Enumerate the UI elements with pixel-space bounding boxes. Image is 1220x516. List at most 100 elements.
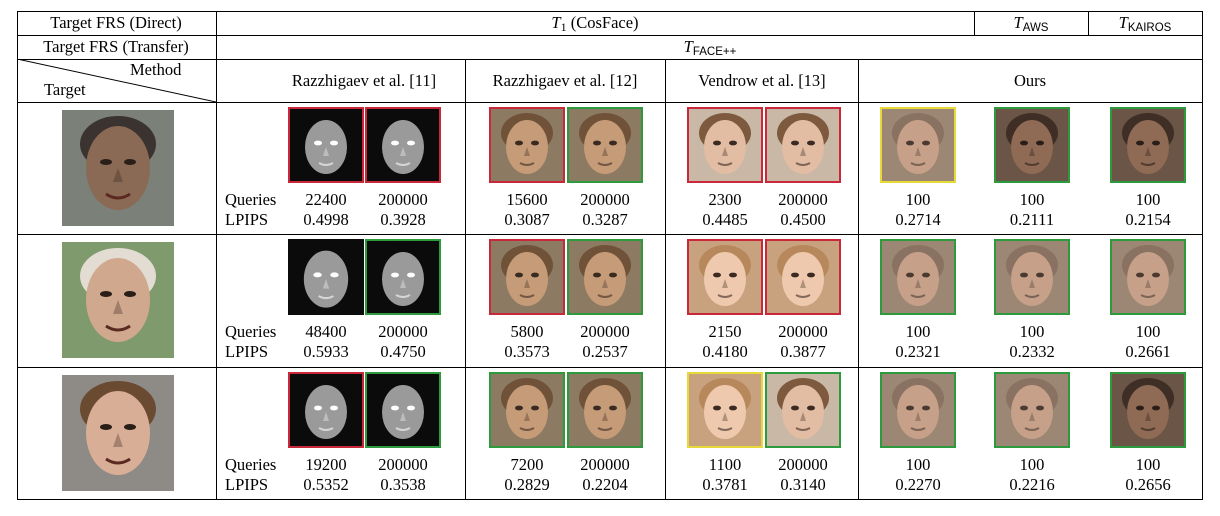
lpips-value: 0.3087 — [504, 210, 550, 229]
header-t1-cosface: T1 (CosFace) — [551, 14, 638, 36]
target-face-icon — [62, 242, 174, 358]
queries-value: 200000 — [580, 455, 630, 474]
rule-left — [17, 11, 18, 500]
queries-value: 200000 — [378, 190, 428, 209]
reconstructed-face — [567, 107, 643, 183]
t1-symbol: T — [551, 13, 561, 32]
rule-bottom — [17, 499, 1203, 500]
queries-value: 22400 — [305, 190, 347, 209]
target-face-icon — [62, 110, 174, 226]
rule-3 — [17, 102, 1203, 103]
queries-label: Queries — [225, 322, 277, 341]
queries-value: 100 — [1019, 190, 1045, 209]
header-target: Target — [44, 80, 86, 99]
queries-value: 7200 — [510, 455, 544, 474]
queries-value: 100 — [905, 455, 931, 474]
queries-value: 100 — [1019, 455, 1045, 474]
reconstructed-face — [567, 372, 643, 448]
header-direct-label: Target FRS (Direct) — [50, 13, 182, 32]
reconstructed-face — [994, 107, 1070, 183]
reconstructed-face — [687, 107, 763, 183]
queries-value: 100 — [1019, 322, 1045, 341]
lpips-value: 0.3877 — [780, 342, 826, 361]
lpips-label: LPIPS — [225, 342, 269, 361]
queries-value: 100 — [1135, 455, 1161, 474]
reconstructed-face — [365, 372, 441, 448]
queries-value: 200000 — [580, 190, 630, 209]
method-razzhigaev-11: Razzhigaev et al. [11] — [291, 71, 437, 90]
lpips-label: LPIPS — [225, 475, 269, 494]
tface-subscript: FACE++ — [692, 46, 737, 58]
reconstructed-face — [880, 372, 956, 448]
rule-m2 — [665, 59, 666, 500]
header-transfer-label: Target FRS (Transfer) — [43, 37, 189, 56]
rule-top — [17, 11, 1203, 12]
tkairos-symbol: T — [1118, 13, 1128, 32]
queries-value: 200000 — [378, 322, 428, 341]
lpips-value: 0.3928 — [380, 210, 426, 229]
queries-label: Queries — [225, 455, 277, 474]
reconstructed-face — [1110, 239, 1186, 315]
reconstructed-face — [567, 239, 643, 315]
queries-value: 200000 — [778, 455, 828, 474]
queries-value: 100 — [1135, 190, 1161, 209]
reconstructed-face — [880, 239, 956, 315]
rule-5 — [17, 367, 1203, 368]
lpips-value: 0.2714 — [895, 210, 941, 229]
reconstructed-face — [687, 239, 763, 315]
rule-target-col — [216, 11, 217, 500]
lpips-value: 0.4998 — [303, 210, 349, 229]
reconstructed-face — [489, 372, 565, 448]
reconstructed-face — [687, 372, 763, 448]
lpips-value: 0.3573 — [504, 342, 550, 361]
reconstructed-face — [765, 239, 841, 315]
reconstructed-face — [994, 239, 1070, 315]
taws-subscript: AWS — [1022, 22, 1049, 34]
header-tkairos: TKAIROS — [1119, 14, 1172, 37]
taws-symbol: T — [1013, 13, 1023, 32]
header-tface: TFACE++ — [684, 38, 737, 61]
queries-value: 48400 — [305, 322, 347, 341]
lpips-value: 0.4500 — [780, 210, 826, 229]
rule-1 — [17, 35, 1203, 36]
lpips-value: 0.2661 — [1125, 342, 1171, 361]
rule-m3 — [858, 59, 859, 500]
queries-value: 200000 — [378, 455, 428, 474]
lpips-value: 0.5933 — [303, 342, 349, 361]
queries-value: 200000 — [778, 190, 828, 209]
queries-label: Queries — [225, 190, 277, 209]
lpips-value: 0.4485 — [702, 210, 748, 229]
reconstructed-face — [1110, 372, 1186, 448]
target-photo — [62, 242, 174, 358]
lpips-value: 0.2111 — [1009, 210, 1055, 229]
rule-4 — [17, 234, 1203, 235]
lpips-value: 0.2537 — [582, 342, 628, 361]
rule-aws — [974, 11, 975, 35]
rule-right — [1202, 11, 1203, 500]
lpips-value: 0.3287 — [582, 210, 628, 229]
reconstructed-face — [994, 372, 1070, 448]
reconstructed-face — [489, 107, 565, 183]
queries-value: 5800 — [510, 322, 544, 341]
rule-2 — [17, 59, 1203, 60]
reconstructed-face — [1110, 107, 1186, 183]
queries-value: 1100 — [708, 455, 742, 474]
queries-value: 200000 — [778, 322, 828, 341]
reconstructed-face — [765, 107, 841, 183]
lpips-value: 0.2321 — [895, 342, 941, 361]
corner-diagonal — [17, 59, 216, 102]
reconstructed-face — [365, 239, 441, 315]
queries-value: 15600 — [506, 190, 548, 209]
reconstructed-face — [489, 239, 565, 315]
queries-value: 100 — [1135, 322, 1161, 341]
lpips-value: 0.2270 — [895, 475, 941, 494]
lpips-value: 0.3538 — [380, 475, 426, 494]
lpips-value: 0.2656 — [1125, 475, 1171, 494]
reconstructed-face — [880, 107, 956, 183]
reconstructed-face — [365, 107, 441, 183]
lpips-value: 0.4180 — [702, 342, 748, 361]
target-photo — [62, 375, 174, 491]
rule-kairos — [1088, 11, 1089, 35]
header-taws: TAWS — [1014, 14, 1049, 37]
